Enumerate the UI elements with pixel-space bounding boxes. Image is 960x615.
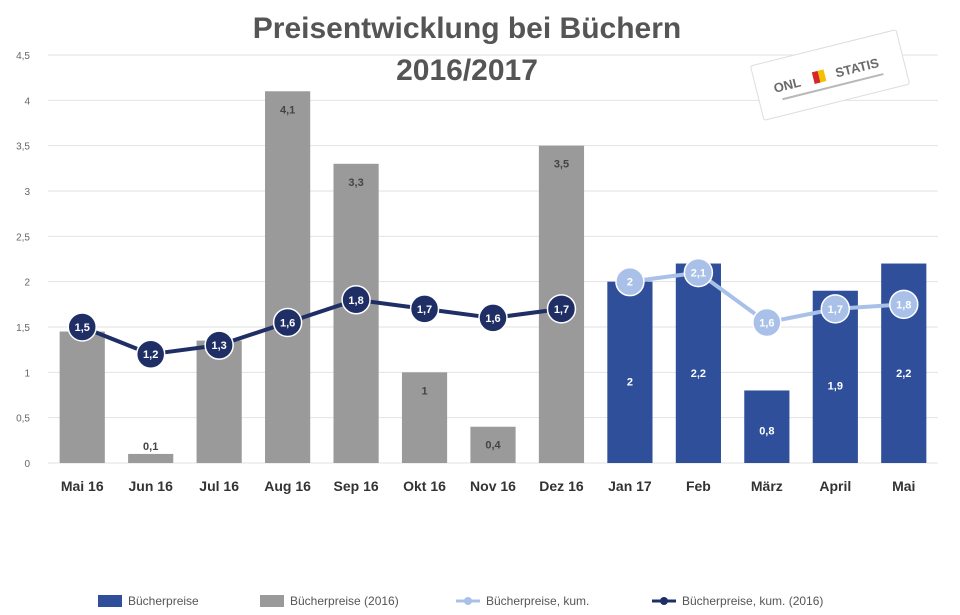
point-value-label: 1,6 bbox=[280, 317, 295, 329]
x-tick-label: Mai 16 bbox=[61, 478, 104, 494]
series-point bbox=[204, 330, 234, 360]
point-value-label: 1,2 bbox=[143, 349, 158, 361]
legend-label: Bücherpreise, kum. (2016) bbox=[682, 594, 823, 608]
bar bbox=[265, 91, 311, 464]
point-value-label: 1,6 bbox=[485, 313, 500, 325]
bars: 2 2,2 0,8 1,9 2,2 0,1 4,1 3,3 1 0,4 3,5 bbox=[59, 91, 927, 464]
bar-value-label: 1,9 bbox=[828, 380, 843, 392]
x-tick-label: Aug 16 bbox=[264, 478, 311, 494]
y-tick-label: 2 bbox=[24, 278, 30, 289]
series-point bbox=[683, 257, 714, 288]
stamp-accent-yellow bbox=[817, 69, 827, 83]
x-tick-label: Jun 16 bbox=[129, 478, 174, 494]
series-point bbox=[820, 294, 851, 324]
y-tick-label: 1,5 bbox=[16, 323, 30, 334]
legend-label: Bücherpreise (2016) bbox=[290, 594, 399, 608]
y-tick-label: 1 bbox=[24, 368, 30, 379]
series-point bbox=[272, 307, 303, 338]
legend-marker bbox=[660, 597, 668, 605]
x-tick-label: Nov 16 bbox=[470, 478, 516, 494]
series-point bbox=[135, 339, 166, 369]
series-point bbox=[615, 266, 645, 297]
series-points: 2 2,1 1,6 1,7 1,8 1,5 1,2 1,3 1,6 1,8 1,7 1,6 1,7 bbox=[67, 257, 919, 369]
point-value-label: 1,7 bbox=[554, 304, 569, 316]
bar-value-label: 0,8 bbox=[759, 425, 774, 437]
point-value-label: 1,7 bbox=[828, 304, 843, 316]
y-tick-label: 0,5 bbox=[16, 414, 30, 425]
y-tick-label: 3 bbox=[24, 187, 30, 198]
point-value-label: 2 bbox=[627, 277, 633, 289]
legend-label: Bücherpreise bbox=[128, 594, 199, 608]
x-tick-label: Jan 17 bbox=[608, 478, 652, 494]
y-tick-label: 4 bbox=[24, 96, 30, 107]
x-tick-label: Sep 16 bbox=[334, 478, 379, 494]
bar-value-label: 2,2 bbox=[896, 368, 911, 380]
series-point bbox=[546, 294, 577, 324]
series-point bbox=[67, 312, 97, 342]
bar-value-label: 0,4 bbox=[485, 440, 501, 452]
bar-value-label: 2,2 bbox=[691, 368, 706, 380]
bar bbox=[675, 263, 721, 463]
x-tick-label: Okt 16 bbox=[403, 478, 446, 494]
point-value-label: 2,1 bbox=[691, 268, 706, 280]
stamp-text-left: ONL bbox=[772, 75, 802, 96]
legend-swatch bbox=[98, 595, 122, 607]
x-tick-label: Feb bbox=[686, 478, 711, 494]
point-value-label: 1,5 bbox=[75, 322, 90, 334]
x-tick-label: Mai bbox=[892, 478, 915, 494]
legend-marker bbox=[464, 597, 472, 605]
bar-value-label: 3,5 bbox=[554, 159, 569, 171]
bar bbox=[196, 340, 242, 463]
stamp-card bbox=[750, 29, 910, 121]
chart-title-line-2: 2016/2017 bbox=[396, 54, 538, 87]
x-tick-label: April bbox=[819, 478, 851, 494]
stamp-accent-red bbox=[811, 70, 821, 84]
bar-value-label: 0,1 bbox=[143, 441, 158, 453]
point-value-label: 1,8 bbox=[348, 295, 363, 307]
bar bbox=[607, 281, 653, 463]
x-tick-label: Jul 16 bbox=[199, 478, 239, 494]
y-tick-label: 2,5 bbox=[16, 232, 30, 243]
series-point bbox=[341, 285, 371, 315]
legend: Bücherpreise Bücherpreise (2016) Bücherpre… bbox=[98, 594, 823, 608]
point-value-label: 1,8 bbox=[896, 299, 911, 311]
chart-title-line-1: Preisentwicklung bei Büchern bbox=[253, 12, 681, 45]
x-tick-label: März bbox=[751, 478, 783, 494]
logo-stamp: ONL STATIS bbox=[750, 29, 910, 121]
y-tick-label: 3,5 bbox=[16, 142, 30, 153]
point-value-label: 1,6 bbox=[759, 317, 774, 329]
stamp-underline bbox=[782, 73, 884, 101]
series-point bbox=[478, 303, 508, 333]
bar-value-label: 1 bbox=[421, 385, 427, 397]
y-tick-label: 4,5 bbox=[16, 51, 30, 62]
y-axis: 0 0,5 1 1,5 2 2,5 3 3,5 4 4,5 bbox=[16, 51, 30, 470]
bar bbox=[401, 372, 448, 463]
bar bbox=[128, 453, 174, 463]
series-point bbox=[889, 289, 919, 320]
y-tick-label: 0 bbox=[24, 459, 30, 470]
bar bbox=[59, 331, 105, 463]
grid-lines bbox=[48, 54, 938, 464]
point-value-label: 1,7 bbox=[417, 304, 432, 316]
bar bbox=[744, 390, 790, 463]
bar-value-label: 4,1 bbox=[280, 104, 295, 116]
x-tick-label: Dez 16 bbox=[539, 478, 584, 494]
x-axis: Mai 16 Jun 16 Jul 16 Aug 16 Sep 16 Okt 16 Nov … bbox=[61, 478, 916, 494]
legend-label: Bücherpreise, kum. bbox=[486, 594, 589, 608]
legend-swatch bbox=[260, 595, 284, 607]
bar-value-label: 2 bbox=[627, 376, 633, 388]
bar-value-label: 3,3 bbox=[348, 177, 363, 189]
bar bbox=[470, 426, 516, 463]
series-point bbox=[752, 307, 782, 338]
series-point bbox=[409, 294, 440, 324]
point-value-label: 1,3 bbox=[212, 340, 227, 352]
